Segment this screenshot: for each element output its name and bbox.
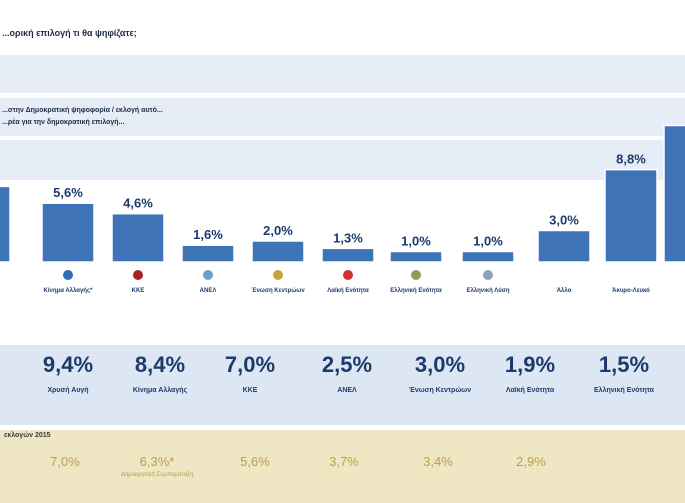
party-logo-icon — [483, 270, 493, 280]
bar-value-label-4: 2,0% — [263, 223, 293, 238]
header-band-1 — [0, 0, 685, 50]
party-logo-icon — [273, 270, 283, 280]
bar-value-label-5: 1,3% — [333, 230, 363, 245]
category-label-6: Ελληνική Ενότητα — [390, 288, 442, 294]
category-label-7: Ελληνική Λύση — [466, 288, 509, 294]
bar-chart: 2%5,6%Κίνημα Αλλαγής*4,6%ΚΚΕ1,6%ΑΝΕΛ2,0%… — [0, 124, 685, 294]
election-2015-value: 6,3%* — [139, 454, 175, 469]
bar-6 — [389, 250, 443, 263]
poll-value: 2,5% — [321, 352, 373, 377]
header-band-4 — [0, 140, 685, 180]
bar-0 — [0, 185, 11, 263]
subquestion-text-2: ...ρέα για την δημοκρατική επιλογή... — [2, 119, 125, 126]
header-band-2 — [0, 55, 685, 93]
bar-2 — [111, 212, 165, 263]
party-logo-icon — [626, 270, 636, 280]
bar-value-label-6: 1,0% — [401, 234, 431, 249]
poll-party-label: ΚΚΕ — [242, 387, 258, 394]
bar-value-label-3: 1,6% — [193, 227, 223, 242]
category-label-9: Άκυρο-Λευκό — [612, 288, 650, 294]
bar-value-label-9: 8,8% — [616, 152, 646, 167]
poll-party-label: Ένωση Κεντρώων — [408, 387, 472, 394]
election-2015-value: 3,7% — [329, 454, 359, 469]
election-year-label: εκλογών 2015 — [4, 432, 51, 439]
poll-value: 7,0% — [224, 352, 276, 377]
bar-9 — [604, 168, 658, 263]
election-2015-value: 5,6% — [240, 454, 270, 469]
poll-value: 1,9% — [504, 352, 556, 377]
header-band-3 — [0, 98, 685, 136]
party-logo-icon — [411, 270, 421, 280]
bar-value-label-1: 5,6% — [53, 185, 83, 200]
party-logo-icon — [63, 270, 73, 280]
bar-value-label-7: 1,0% — [473, 234, 503, 249]
poll-party-label: Κίνημα Αλλαγής — [132, 387, 188, 394]
bar-8 — [537, 229, 591, 263]
category-label-2: ΚΚΕ — [132, 288, 145, 294]
poll-values-row — [0, 345, 685, 425]
election-2015-row — [0, 430, 685, 503]
election-2015-value: 7,0% — [50, 454, 80, 469]
bar-10 — [663, 124, 685, 263]
category-label-3: ΑΝΕΛ — [200, 288, 217, 294]
bar-5 — [321, 247, 375, 263]
poll-party-label: Ελληνική Ενότητα — [594, 387, 654, 394]
category-label-1: Κίνημα Αλλαγής* — [44, 288, 94, 294]
bar-4 — [251, 240, 305, 263]
bar-1 — [41, 202, 95, 263]
category-label-8: Άλλο — [557, 288, 572, 294]
subquestion-text-1: ...στην Δημοκρατική ψηφοφορία / εκλογή α… — [2, 107, 163, 114]
election-2015-value: 3,4% — [423, 454, 453, 469]
election-2015-label: Δημοκρατική Συμπαράταξη — [120, 472, 194, 478]
party-logo-icon — [203, 270, 213, 280]
poll-value: 8,4% — [134, 352, 186, 377]
poll-value: 1,5% — [598, 352, 650, 377]
poll-value: 3,0% — [414, 352, 466, 377]
bar-value-label-8: 3,0% — [549, 213, 579, 228]
poll-party-label: Λαϊκή Ενότητα — [505, 387, 555, 394]
poll-party-label: ΑΝΕΛ — [337, 387, 357, 394]
party-logo-icon — [559, 270, 569, 280]
party-logo-icon — [133, 270, 143, 280]
bar-3 — [181, 244, 235, 263]
question-text: ...ορική επιλογή τι θα ψηφίζατε; — [2, 28, 137, 38]
poll-party-label: Χρυσή Αυγή — [47, 387, 89, 394]
category-label-4: Ένωση Κεντρώων — [251, 288, 305, 294]
category-label-5: Λαϊκή Ενότητα — [327, 288, 369, 294]
bar-7 — [461, 250, 515, 263]
party-logo-icon — [343, 270, 353, 280]
bar-value-label-2: 4,6% — [123, 196, 153, 211]
poll-value: 9,4% — [42, 352, 94, 377]
election-2015-value: 2,9% — [516, 454, 546, 469]
